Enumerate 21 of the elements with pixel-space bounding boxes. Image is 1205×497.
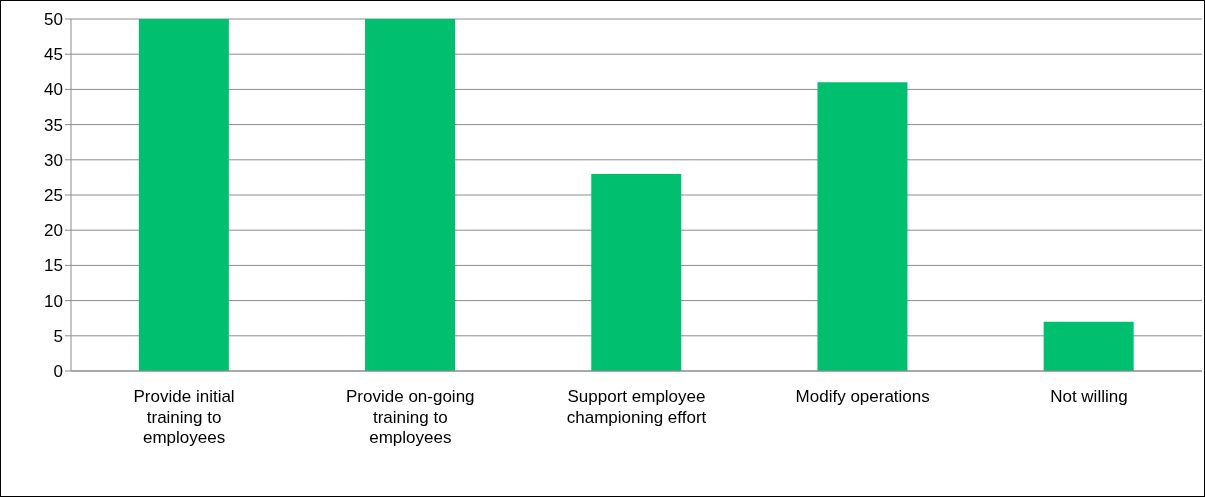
y-tick-label: 35 [44, 115, 63, 135]
x-tick-label: Provide on-going training to employees [346, 387, 475, 448]
bar [365, 19, 456, 371]
bar [138, 19, 229, 371]
y-tick-label: 0 [53, 362, 63, 382]
x-tick-label: Provide initial training to employees [133, 387, 235, 448]
bar [817, 82, 908, 371]
y-tick-label: 45 [44, 45, 63, 65]
x-tick-label: Modify operations [795, 387, 930, 407]
y-tick-label: 5 [53, 326, 63, 346]
x-tick-label: Not willing [1050, 387, 1128, 407]
bar [591, 173, 682, 371]
bar [1043, 321, 1134, 371]
y-tick-label: 30 [44, 150, 63, 170]
y-tick-label: 50 [44, 10, 63, 30]
y-tick-label: 20 [44, 221, 63, 241]
y-tick-label: 15 [44, 256, 63, 276]
y-tick-label: 25 [44, 186, 63, 206]
y-tick-label: 10 [44, 291, 63, 311]
x-tick-label: Support employee championing effort [566, 387, 707, 427]
y-tick-label: 40 [44, 80, 63, 100]
